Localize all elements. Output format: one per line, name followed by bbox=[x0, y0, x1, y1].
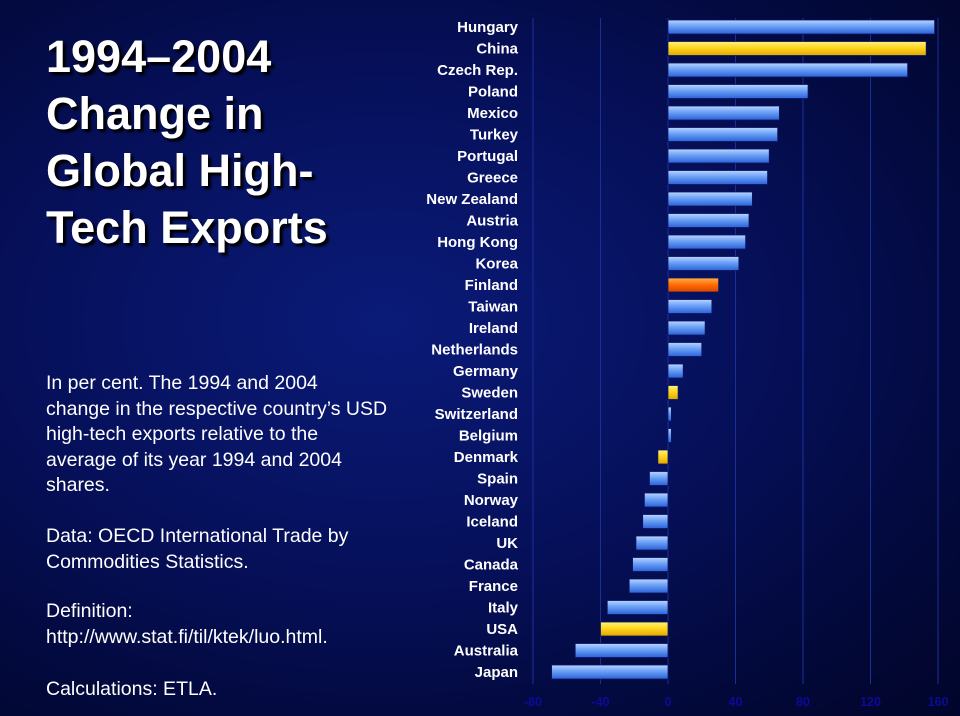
bar-hong-kong bbox=[667, 234, 747, 250]
bar-hungary bbox=[667, 19, 936, 35]
bar-france bbox=[628, 578, 669, 594]
source-line: Commodities Statistics. bbox=[46, 550, 249, 573]
category-label: China bbox=[476, 41, 518, 58]
bar-italy bbox=[606, 600, 669, 615]
x-tick-label: 0 bbox=[665, 695, 672, 709]
description-line: average of its year 1994 and 2004 bbox=[46, 448, 342, 471]
category-label: Finland bbox=[465, 277, 518, 294]
calculations-line: Calculations: ETLA. bbox=[46, 678, 218, 700]
x-tick-label: 80 bbox=[796, 695, 810, 709]
x-tick-label: -40 bbox=[591, 695, 609, 709]
bar-belgium bbox=[667, 428, 672, 443]
category-label: USA bbox=[486, 621, 518, 638]
category-label: Australia bbox=[454, 643, 519, 660]
category-label: Germany bbox=[453, 363, 519, 380]
bar-canada bbox=[632, 557, 669, 572]
bar-turkey bbox=[667, 127, 779, 142]
bar-sweden bbox=[667, 385, 679, 400]
category-label: Italy bbox=[488, 600, 519, 617]
bar-netherlands bbox=[667, 342, 703, 357]
bar-korea bbox=[667, 256, 740, 271]
bars bbox=[551, 19, 936, 680]
bar-austria bbox=[667, 213, 750, 228]
bar-japan bbox=[551, 664, 669, 680]
bar-australia bbox=[574, 643, 669, 658]
calculations-text: Calculations: ETLA. bbox=[46, 677, 426, 703]
bar-portugal bbox=[667, 148, 770, 164]
description-line: shares. bbox=[46, 474, 110, 496]
bar-new-zealand bbox=[667, 191, 753, 207]
x-tick-label: 120 bbox=[860, 695, 881, 709]
category-label: Hungary bbox=[457, 19, 519, 36]
definition-text: Definition: http://www.stat.fi/til/ktek/… bbox=[46, 599, 426, 650]
category-label: Greece bbox=[467, 170, 518, 187]
category-label: Mexico bbox=[467, 105, 518, 122]
category-label: Japan bbox=[475, 664, 518, 681]
bar-germany bbox=[667, 363, 684, 379]
bar-czech-rep bbox=[667, 62, 909, 78]
category-labels: Hungary China Czech Rep. Poland Mexico Turkey… bbox=[426, 19, 518, 681]
category-label: Czech Rep. bbox=[437, 62, 518, 79]
x-tick-label: -80 bbox=[524, 695, 542, 709]
category-label: Iceland bbox=[466, 514, 518, 531]
definition-line: http://www.stat.fi/til/ktek/luo.html. bbox=[46, 625, 328, 648]
bar-uk bbox=[635, 535, 669, 551]
source-line: Data: OECD International Trade by bbox=[46, 525, 349, 547]
title-line: 1994–2004 bbox=[46, 31, 272, 82]
title-line: Tech Exports bbox=[46, 202, 328, 253]
description-line: change in the respective country’s USD bbox=[46, 397, 388, 420]
category-label: UK bbox=[496, 535, 518, 552]
category-label: Austria bbox=[466, 213, 518, 230]
category-label: Belgium bbox=[459, 428, 518, 445]
bar-finland bbox=[667, 277, 720, 293]
x-tick-labels: -80 -40 0 40 80 120 160 bbox=[524, 695, 949, 709]
description-line: In per cent. The 1994 and 2004 bbox=[46, 372, 318, 394]
category-label: Portugal bbox=[457, 148, 518, 165]
category-label: Korea bbox=[475, 256, 518, 273]
title-line: Change in bbox=[46, 88, 264, 139]
grid-lines bbox=[532, 18, 939, 684]
description-text: In per cent. The 1994 and 2004 change in… bbox=[46, 371, 426, 499]
bar-china bbox=[667, 41, 927, 56]
bar-denmark bbox=[657, 449, 669, 465]
category-label: Spain bbox=[477, 471, 518, 488]
category-label: Sweden bbox=[461, 385, 518, 402]
bar-usa bbox=[600, 621, 669, 637]
bar-mexico bbox=[667, 105, 780, 121]
bar-greece bbox=[667, 170, 768, 185]
bar-iceland bbox=[642, 514, 669, 529]
category-label: Denmark bbox=[454, 449, 519, 466]
category-label: Poland bbox=[468, 84, 518, 101]
category-label: Hong Kong bbox=[437, 234, 518, 251]
x-tick-label: 40 bbox=[729, 695, 743, 709]
category-label: Ireland bbox=[469, 320, 518, 337]
bar-switzerland bbox=[667, 406, 672, 422]
category-label: Canada bbox=[464, 557, 519, 574]
category-label: Netherlands bbox=[431, 342, 518, 359]
title-line: Global High- bbox=[46, 145, 314, 196]
category-label: Taiwan bbox=[468, 299, 518, 316]
category-label: New Zealand bbox=[426, 191, 518, 208]
definition-line: Definition: bbox=[46, 600, 133, 622]
description-line: high-tech exports relative to the bbox=[46, 423, 319, 445]
bar-poland bbox=[667, 84, 809, 99]
category-label: Norway bbox=[464, 492, 519, 509]
source-text: Data: OECD International Trade by Commod… bbox=[46, 524, 426, 575]
bar-ireland bbox=[667, 320, 706, 336]
chart-title: 1994–2004 Change in Global High- Tech Ex… bbox=[46, 28, 416, 256]
category-label: Switzerland bbox=[435, 406, 518, 423]
x-tick-label: 160 bbox=[928, 695, 949, 709]
bar-spain bbox=[649, 471, 669, 486]
bar-norway bbox=[643, 492, 669, 508]
category-label: France bbox=[469, 578, 518, 595]
category-label: Turkey bbox=[470, 127, 519, 144]
bar-taiwan bbox=[667, 299, 713, 314]
